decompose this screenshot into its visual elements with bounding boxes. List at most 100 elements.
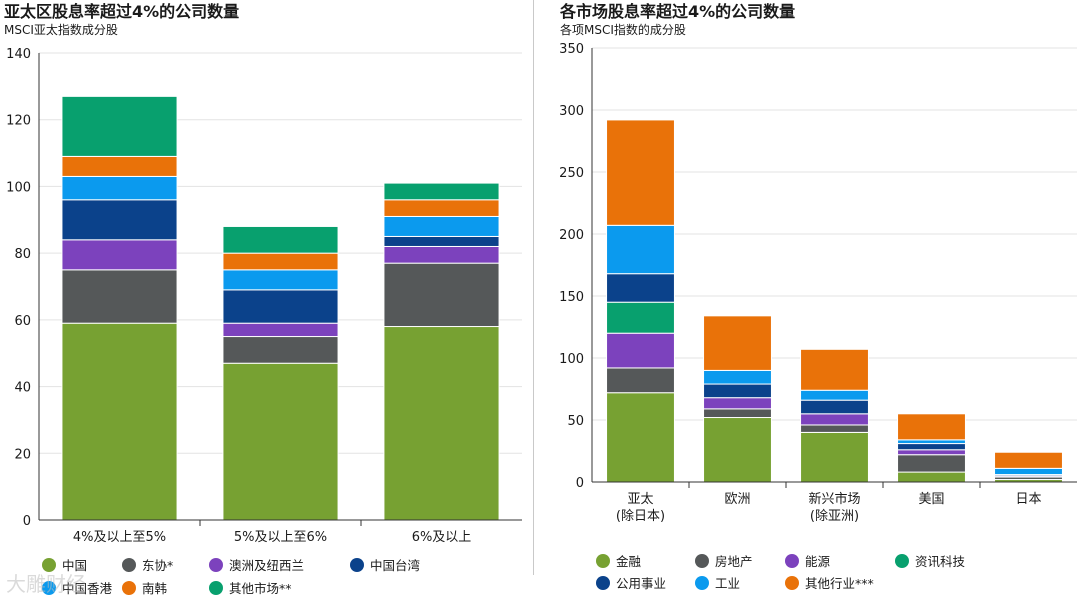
x-tick-label-3: 美国 — [918, 492, 944, 507]
right-legend-label: 资讯科技 — [915, 554, 966, 569]
bar-segment-中国台湾-0 — [61, 199, 178, 241]
right-legend-item: 其他行业*** — [785, 573, 874, 592]
left-legend-label: 南韩 — [142, 581, 168, 596]
bar-segment-房地产-0 — [606, 367, 675, 394]
left-legend-item: 中国台湾 — [350, 555, 420, 574]
y-tick-label-50: 50 — [567, 414, 584, 429]
bar-segment-中国台湾-2 — [383, 235, 500, 247]
bar-segment-其他行业***-1 — [703, 315, 772, 371]
bar-segment-公用事业-1 — [703, 383, 772, 399]
y-tick-label-350: 350 — [559, 42, 584, 57]
left-legend-swatch — [122, 580, 136, 595]
left-legend-label: 澳洲及纽西兰 — [229, 558, 305, 573]
x-tick-label-2: 新兴市场 — [808, 491, 860, 507]
y-tick-label-100: 100 — [6, 180, 31, 195]
panel-divider — [533, 0, 534, 575]
watermark: 大雕财经 — [6, 572, 86, 596]
x-tick-label-4: 日本 — [1015, 492, 1041, 507]
bar-segment-其他行业***-4 — [994, 451, 1063, 469]
bar-segment-金融-1 — [703, 417, 772, 483]
y-tick-label-0: 0 — [576, 476, 584, 491]
bar-segment-公用事业-0 — [606, 273, 675, 303]
bar-segment-澳洲及纽西兰-0 — [61, 239, 178, 271]
x-tick-label-1: 欧洲 — [724, 492, 750, 507]
bar-segment-房地产-2 — [800, 424, 869, 433]
left-legend-label: 其他市场** — [229, 581, 292, 596]
bar-segment-工业-4 — [994, 467, 1063, 476]
bar-segment-房地产-3 — [897, 454, 966, 473]
right-legend-label: 工业 — [715, 576, 741, 591]
right-legend-label: 能源 — [805, 554, 831, 569]
right-legend-swatch — [596, 575, 610, 590]
bar-segment-南韩-0 — [61, 155, 178, 177]
left-legend-item: 其他市场** — [209, 578, 292, 597]
bar-segment-工业-3 — [897, 439, 966, 445]
bar-segment-能源-3 — [897, 449, 966, 456]
right-legend-item: 工业 — [695, 573, 740, 592]
x-tick-label-0: 4%及以上至5% — [73, 530, 166, 545]
bar-segment-工业-1 — [703, 369, 772, 385]
bar-segment-中国-1 — [222, 362, 339, 521]
right-legend-swatch — [895, 553, 909, 568]
right-legend-swatch — [785, 575, 799, 590]
bar-segment-中国-2 — [383, 326, 500, 521]
left-legend-swatch — [209, 580, 223, 595]
right-legend-item: 能源 — [785, 551, 830, 570]
bar-segment-南韩-2 — [383, 199, 500, 217]
right-legend-item: 公用事业 — [596, 573, 666, 592]
bar-segment-中国香港-2 — [383, 215, 500, 237]
left-legend-item: 澳洲及纽西兰 — [209, 555, 304, 574]
right-legend-item: 房地产 — [695, 551, 753, 570]
right-chart-title: 各市场股息率超过4%的公司数量 — [560, 2, 796, 21]
bar-segment-能源-1 — [703, 397, 772, 410]
left-legend-label: 中国香港 — [62, 581, 113, 596]
x-tick-label-0: 亚太 — [627, 492, 653, 507]
left-stacked-bar-chart: 0 20 40 60 80 100 120 140 4%及以上至5% 5%及以上至6% 6%及以上 — [6, 47, 522, 545]
bar-segment-其他市场**-1 — [222, 225, 339, 254]
left-legend-item: 中国 — [42, 555, 87, 574]
left-legend-swatch — [122, 557, 136, 572]
y-tick-label-300: 300 — [559, 104, 584, 119]
right-legend-label: 金融 — [616, 554, 642, 569]
y-tick-label-40: 40 — [14, 381, 31, 396]
bar-segment-工业-2 — [800, 389, 869, 401]
bar-segment-中国香港-0 — [61, 175, 178, 201]
x-tick-label-0-line2: (除日本) — [616, 509, 665, 524]
bar-segment-公用事业-2 — [800, 399, 869, 415]
left-legend-swatch — [42, 580, 56, 595]
bar-segment-工业-0 — [606, 224, 675, 275]
bar-segment-南韩-1 — [222, 252, 339, 271]
bar-segment-东协*-2 — [383, 262, 500, 328]
bar-segment-其他行业***-2 — [800, 348, 869, 391]
x-tick-label-2-line2: (除亚洲) — [810, 509, 859, 524]
bar-segment-东协*-0 — [61, 269, 178, 324]
bar-segment-金融-0 — [606, 392, 675, 483]
left-legend-item: 中国香港 — [42, 578, 112, 597]
left-legend-item: 东协* — [122, 555, 173, 574]
y-tick-label-200: 200 — [559, 228, 584, 243]
left-legend-swatch — [350, 557, 364, 572]
right-stacked-bar-chart: 0 50 100 150 200 250 300 350 亚太 (除日本) 欧洲 新兴市场 (除亚洲) 美… — [559, 42, 1077, 524]
bar-segment-能源-2 — [800, 413, 869, 426]
bar-segment-中国香港-1 — [222, 269, 339, 291]
x-tick-label-2: 6%及以上 — [412, 530, 472, 545]
left-chart-title: 亚太区股息率超过4%的公司数量 — [4, 2, 240, 21]
y-tick-label-250: 250 — [559, 166, 584, 181]
bar-segment-其他市场**-0 — [61, 95, 178, 157]
right-legend-swatch — [596, 553, 610, 568]
bar-segment-房地产-1 — [703, 408, 772, 419]
y-tick-label-100: 100 — [559, 352, 584, 367]
y-tick-label-140: 140 — [6, 47, 31, 62]
bar-segment-东协*-1 — [222, 336, 339, 364]
y-tick-label-120: 120 — [6, 114, 31, 129]
left-legend-swatch — [209, 557, 223, 572]
y-tick-label-0: 0 — [23, 514, 31, 529]
bar-segment-能源-0 — [606, 332, 675, 369]
left-legend-label: 中国 — [62, 558, 88, 573]
left-chart-subtitle: MSCI亚太指数成分股 — [4, 23, 118, 37]
bar-segment-中国-0 — [61, 322, 178, 521]
left-legend-label: 中国台湾 — [370, 558, 421, 573]
right-legend-label: 房地产 — [715, 554, 753, 569]
right-legend-label: 公用事业 — [616, 576, 667, 591]
y-tick-label-150: 150 — [559, 290, 584, 305]
